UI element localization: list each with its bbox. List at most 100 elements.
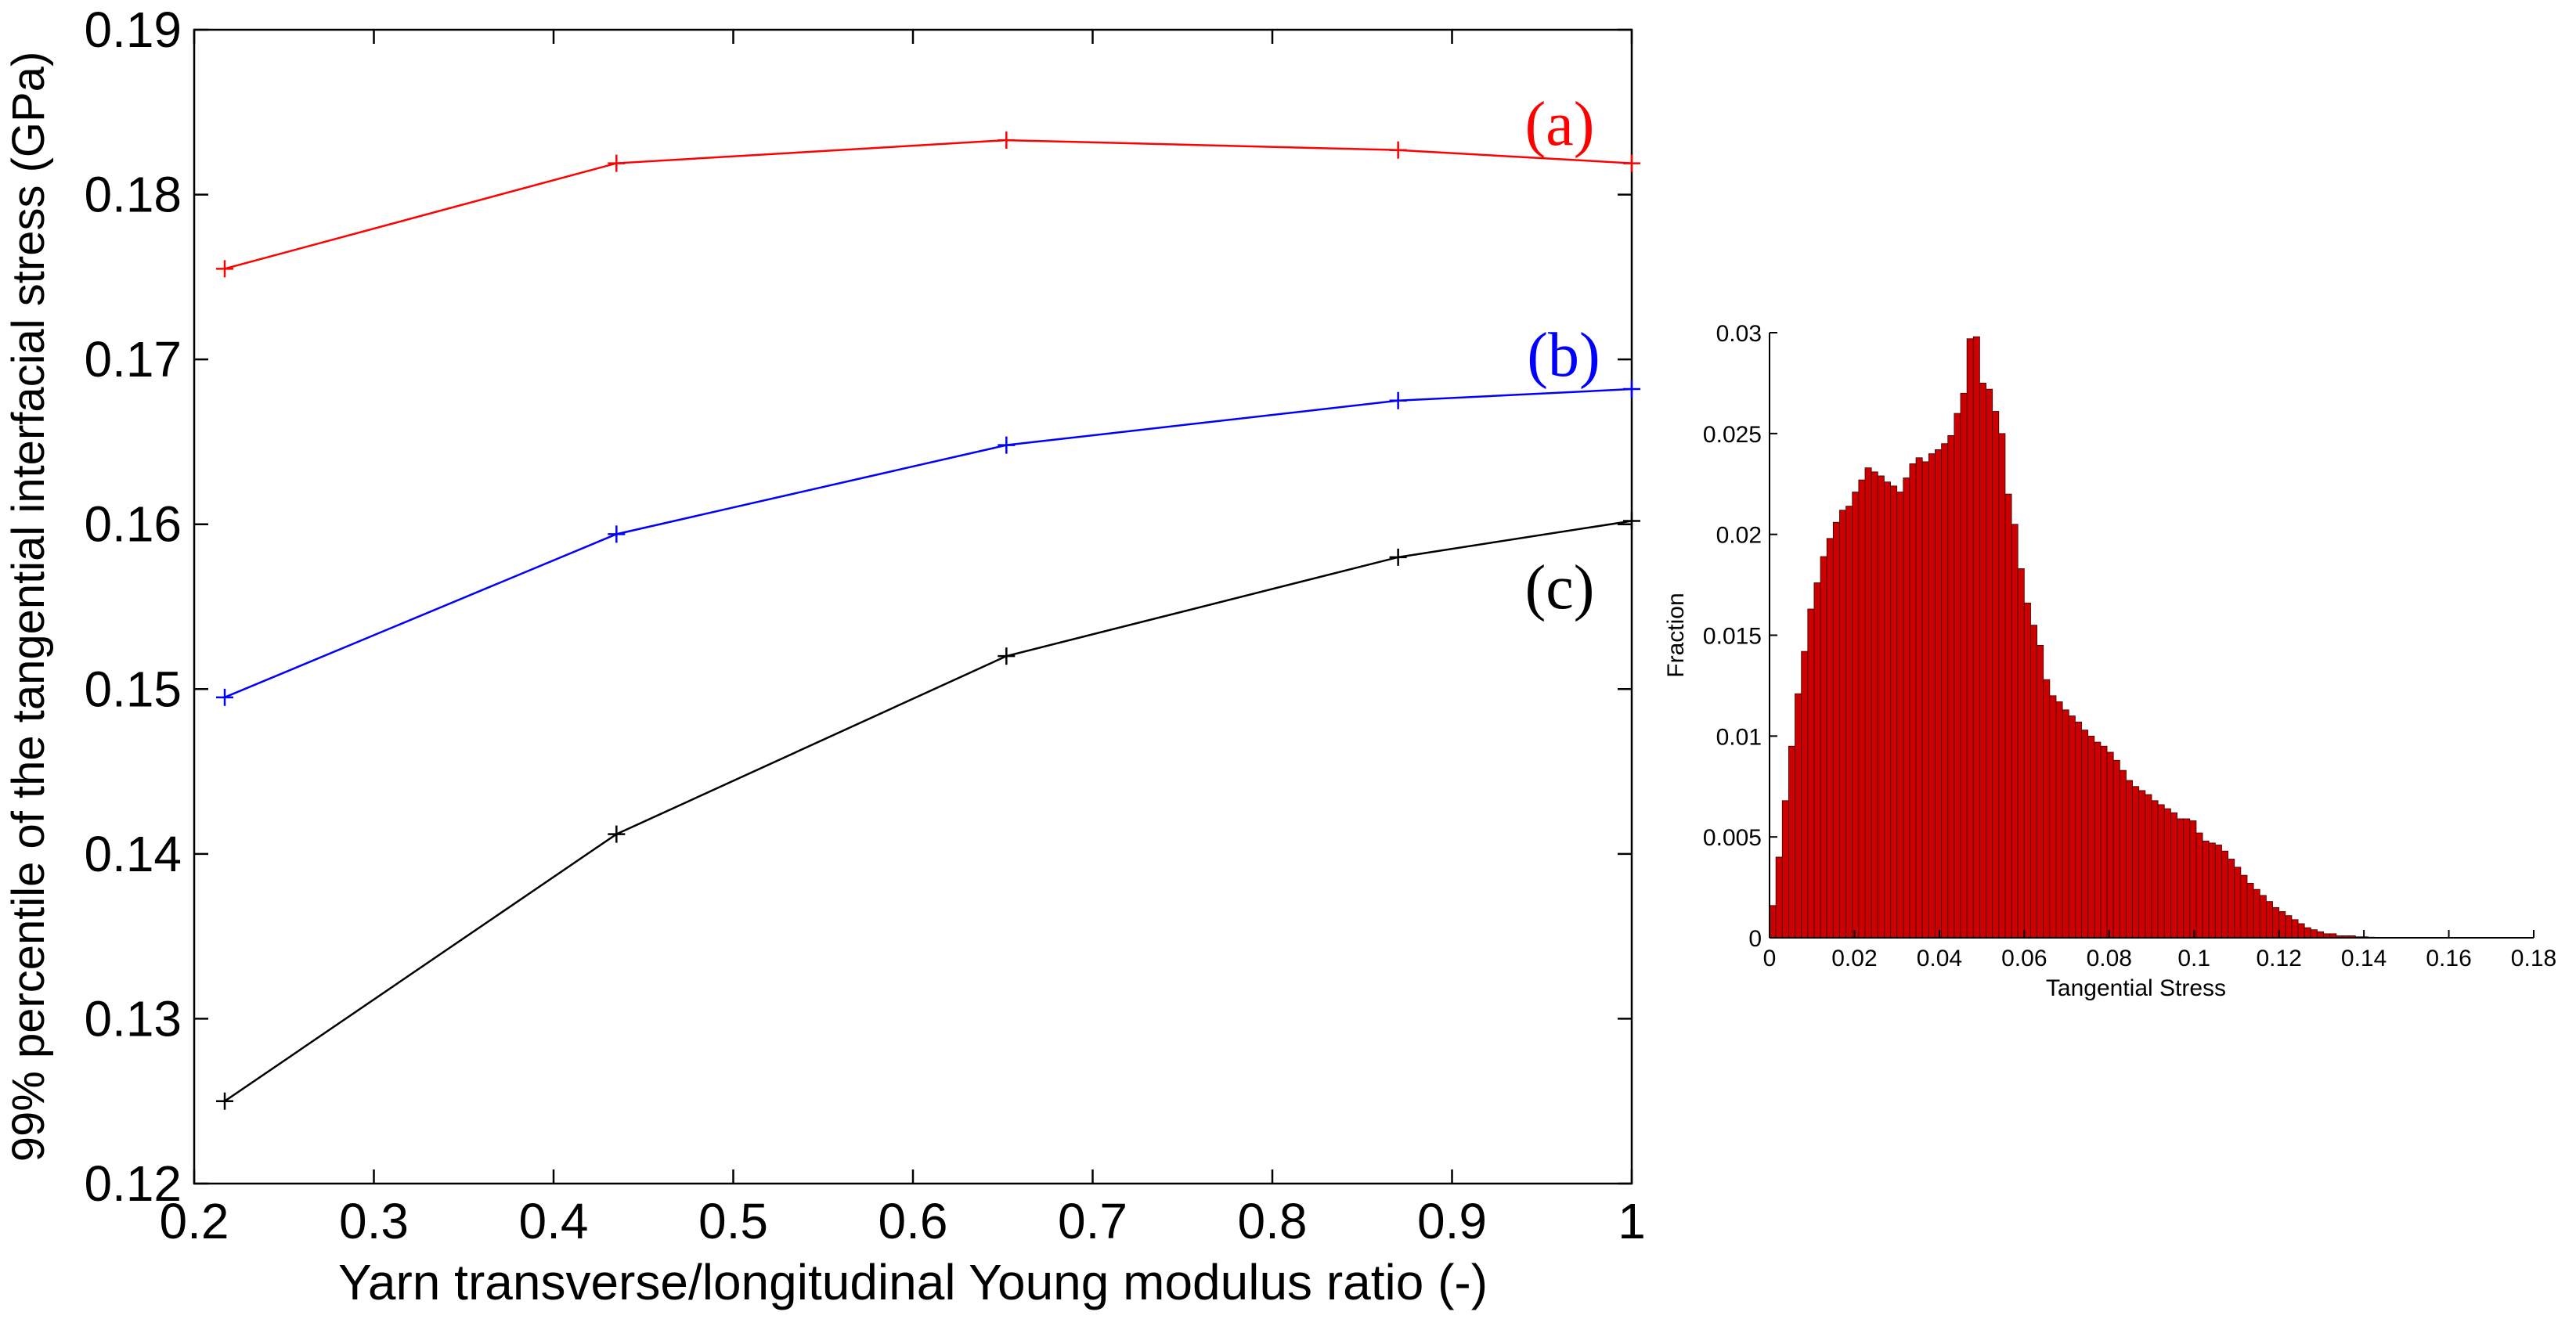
data-point	[998, 132, 1016, 150]
histogram-y-tick-label: 0.01	[1716, 724, 1762, 750]
histogram-bar	[2278, 911, 2286, 939]
line-chart-x-axis-label: Yarn transverse/longitudinal Young modul…	[338, 1254, 1488, 1310]
histogram-x-tick-label: 0.18	[2511, 946, 2556, 971]
histogram-bar	[1921, 461, 1929, 939]
histogram-bar	[2068, 715, 2076, 939]
histogram-bar	[2163, 808, 2171, 939]
series-line-b	[224, 387, 1633, 698]
histogram-bar	[2004, 493, 2012, 939]
histogram-ticks: 0 0.02 0.04 0.06 0.08 0.1 0.12 0.14 0.16 0.18 0 0.0…	[1703, 321, 2556, 971]
histogram-bar	[1832, 521, 1840, 939]
histogram-y-tick-label: 0.015	[1703, 624, 1762, 650]
histogram-bar	[2055, 701, 2063, 939]
y-tick-label: 0.16	[84, 496, 182, 553]
histogram-bar	[1986, 388, 1993, 939]
histogram-bar	[2240, 874, 2248, 939]
histogram-bar	[1781, 800, 1789, 939]
histogram-bar	[1947, 435, 1955, 939]
histogram-bar	[1775, 856, 1783, 939]
histogram-bar	[2177, 818, 2185, 939]
histogram-y-tick-label: 0.02	[1716, 523, 1762, 549]
histogram-bar	[2291, 919, 2299, 939]
histogram-bar	[2023, 602, 2031, 939]
histogram-bar	[2170, 812, 2177, 939]
x-tick-label: 0.4	[519, 1193, 589, 1249]
histogram-bar	[1992, 411, 2000, 939]
histogram-bar	[1890, 485, 1898, 939]
histogram-bar	[1877, 475, 1885, 939]
histogram-bar	[1909, 463, 1917, 939]
histogram-bar	[2272, 906, 2280, 939]
histogram-bar	[1928, 453, 1936, 939]
histogram-bar	[1858, 479, 1866, 939]
line-chart-ticks: 0.2 0.3 0.4 0.5 0.6 0.7 0.8 0.9 1 0.12 0.13 0.14 0.1…	[84, 2, 1645, 1249]
histogram-y-tick-label: 0.03	[1716, 321, 1762, 347]
y-tick-label: 0.12	[84, 1155, 182, 1212]
y-tick-label: 0.17	[84, 331, 182, 387]
histogram-bar	[1820, 556, 1827, 939]
histogram-bar	[2132, 786, 2140, 939]
histogram-bar	[2062, 709, 2069, 939]
series-line-c	[224, 520, 1633, 1102]
data-point	[998, 647, 1016, 665]
histogram-y-tick-label: 0	[1748, 926, 1762, 952]
histogram-bar	[2043, 679, 2051, 939]
histogram-bar	[1813, 582, 1821, 939]
histogram-x-tick-label: 0.04	[1917, 946, 1962, 971]
data-point	[1389, 391, 1407, 409]
histogram-bar	[2214, 845, 2222, 939]
x-tick-label: 0.5	[698, 1193, 768, 1249]
line-chart: 0.2 0.3 0.4 0.5 0.6 0.7 0.8 0.9 1 0.12 0.13 0.14 0.1…	[3, 2, 1646, 1310]
histogram-bar	[2030, 625, 2037, 939]
data-point	[216, 688, 234, 706]
histogram-bar	[1845, 506, 1853, 939]
histogram-bar	[2011, 524, 2019, 939]
series-label-b: (b)	[1527, 321, 1600, 390]
histogram-bar	[2246, 883, 2254, 939]
histogram-bar	[2049, 695, 2057, 939]
data-point	[1389, 141, 1407, 159]
histogram-bar	[2265, 901, 2273, 939]
series-label-a: (a)	[1525, 90, 1595, 159]
histogram-bar	[1788, 745, 1795, 939]
x-tick-label: 1	[1618, 1193, 1646, 1249]
histogram-bar	[2126, 780, 2133, 939]
histogram-x-tick-label: 0	[1763, 946, 1777, 971]
histogram-bar	[1769, 905, 1777, 939]
histogram-bar	[2304, 927, 2311, 939]
histogram-bar	[2087, 735, 2095, 939]
histogram-bar	[1864, 467, 1872, 939]
line-chart-y-axis-label: 99% percentile of the tangential interfa…	[3, 52, 54, 1162]
data-point	[998, 436, 1016, 454]
x-tick-label: 0.6	[879, 1193, 948, 1249]
line-chart-series	[216, 132, 1640, 1110]
x-tick-label: 0.8	[1238, 1193, 1308, 1249]
histogram-y-tick-label: 0.005	[1703, 825, 1762, 851]
x-tick-label: 0.7	[1058, 1193, 1127, 1249]
histogram-bar	[1801, 650, 1809, 939]
histogram-bar	[2017, 568, 2025, 939]
histogram-bar	[1903, 478, 1910, 939]
histogram-bar	[2202, 840, 2210, 939]
histogram-bars	[1769, 336, 2407, 939]
histogram-x-tick-label: 0.16	[2426, 946, 2471, 971]
data-point	[1623, 380, 1640, 398]
histogram-x-tick-label: 0.02	[1831, 946, 1877, 971]
x-tick-label: 0.2	[160, 1193, 229, 1249]
histogram-bar	[2208, 842, 2216, 939]
histogram-x-tick-label: 0.06	[2001, 946, 2047, 971]
histogram-bar	[2253, 888, 2260, 939]
histogram-bar	[2157, 804, 2165, 939]
histogram-bar	[1998, 433, 2006, 939]
histogram-bar	[2151, 800, 2159, 939]
histogram-bar	[2317, 931, 2324, 939]
y-tick-label: 0.15	[84, 661, 182, 717]
histogram-bar	[2145, 794, 2152, 939]
histogram-bar	[1883, 481, 1891, 939]
histogram-bar	[2189, 820, 2197, 939]
data-point	[608, 154, 626, 172]
histogram-bar	[2094, 741, 2102, 939]
y-tick-label: 0.18	[84, 167, 182, 223]
histogram-bar	[1795, 693, 1802, 939]
histogram-bar	[1960, 392, 1968, 939]
